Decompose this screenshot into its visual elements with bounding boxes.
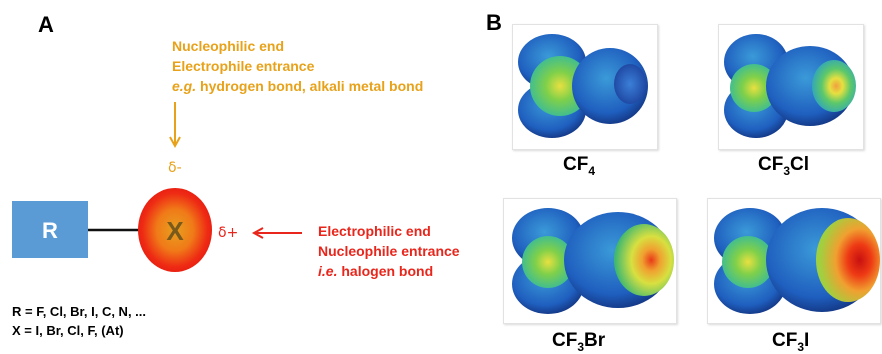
esp-surfaces (0, 0, 882, 343)
caption-cf3cl: CF3Cl (758, 154, 809, 178)
esp-surface-cf3br (512, 208, 674, 314)
caption-cf3i: CF3I (772, 330, 809, 354)
caption-cf3cl-main: CF (758, 154, 783, 175)
esp-surface-cf4 (518, 34, 648, 138)
caption-cf3i-sub: 3 (797, 340, 804, 354)
caption-cf3i-tail: I (804, 330, 809, 351)
esp-surface-cf3cl (724, 34, 856, 138)
caption-cf3cl-sub: 3 (783, 164, 790, 178)
caption-cf3br-main: CF (552, 330, 577, 351)
esp-surface-cf3i (714, 208, 880, 314)
caption-cf3cl-tail: Cl (790, 154, 809, 175)
caption-cf4-sub: 4 (588, 164, 595, 178)
caption-cf4-main: CF (563, 154, 588, 175)
caption-cf3br: CF3Br (552, 330, 605, 354)
caption-cf3i-main: CF (772, 330, 797, 351)
caption-cf3br-tail: Br (584, 330, 605, 351)
caption-cf3br-sub: 3 (577, 340, 584, 354)
caption-cf4: CF4 (563, 154, 595, 178)
